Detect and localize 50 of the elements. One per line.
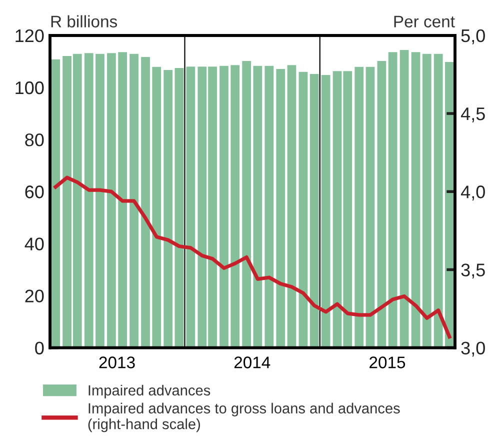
bar: [242, 60, 252, 348]
y2-axis-title: Per cent: [394, 16, 455, 28]
y2-tick-label: 5,0: [461, 29, 485, 44]
y2-tick-label: 4,0: [460, 186, 485, 200]
y-tick-label: 120: [16, 29, 44, 42]
bar: [253, 66, 262, 348]
bar: [84, 53, 94, 348]
bar: [388, 52, 398, 348]
bar: [287, 65, 296, 348]
y-tick-label: 80: [25, 133, 44, 146]
bar: [220, 66, 228, 348]
y2-tick-label: 3,5: [461, 264, 485, 279]
bar: [152, 66, 162, 348]
x-tick-label: 2015: [370, 356, 406, 368]
legend-label: Impaired advances: [88, 384, 210, 398]
bar: [51, 59, 60, 348]
bar: [174, 68, 184, 348]
bar: [276, 69, 286, 348]
line-series: [54, 176, 452, 339]
bar: [434, 54, 443, 348]
bar: [164, 70, 173, 348]
y2-tick-label: 3,0: [461, 342, 485, 357]
y-tick-label: 0: [35, 342, 44, 354]
bar: [186, 66, 196, 348]
bar: [411, 52, 420, 348]
bar: [118, 52, 127, 348]
bar: [445, 62, 454, 348]
bar: [230, 65, 240, 348]
bar: [310, 74, 319, 348]
bar: [96, 54, 104, 348]
y-tick-label: 20: [25, 290, 44, 302]
x-tick-label: 2014: [234, 356, 270, 368]
bar: [107, 53, 116, 348]
bar: [298, 72, 308, 348]
bar: [354, 66, 364, 348]
bar: [264, 66, 274, 348]
bar: [366, 66, 375, 348]
legend-label: Impaired advances to gross loans and advances (right-hand scale): [88, 402, 400, 432]
bar: [141, 57, 150, 348]
bar: [130, 54, 138, 348]
bar: [422, 54, 432, 348]
y-tick-label: 60: [25, 186, 44, 198]
bar: [321, 75, 330, 348]
y2-tick-label: 4,5: [460, 108, 485, 122]
bar: [377, 60, 386, 348]
y-tick-label: 40: [24, 238, 44, 250]
y-axis-title: R billions: [51, 15, 118, 28]
x-tick-label: 2013: [99, 356, 135, 368]
y-tick-label: 100: [16, 81, 44, 94]
bar: [400, 50, 409, 348]
